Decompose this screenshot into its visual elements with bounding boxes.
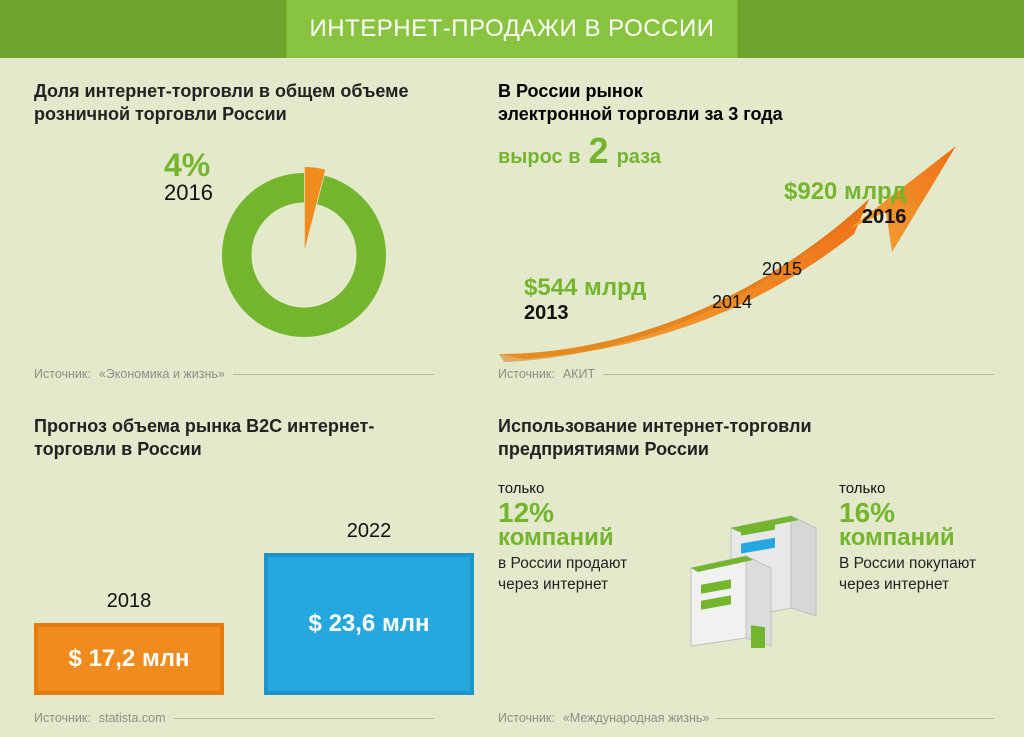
- source-prefix: Источник:: [34, 711, 91, 725]
- mid-year-2014: 2014: [712, 292, 752, 313]
- source-line: Источник: «Международная жизнь»: [498, 711, 994, 725]
- buy-percent: 16%: [839, 499, 994, 527]
- source-text: «Международная жизнь»: [563, 711, 710, 725]
- end-value: $920 млрд 2016: [784, 178, 906, 229]
- bar-box: $ 23,6 млн: [264, 553, 474, 695]
- divider-line: [603, 374, 994, 375]
- bar-2018: 2018 $ 17,2 млн: [34, 590, 224, 695]
- source-text: statista.com: [99, 711, 166, 725]
- growth-lead-2: электронной торговли за 3 года: [498, 103, 994, 126]
- donut-chart: [204, 145, 414, 355]
- panel-title: Доля интернет-торговли в общем объеме ро…: [34, 80, 434, 127]
- bar-year: 2022: [347, 520, 392, 543]
- donut-chart-area: 4% 2016: [34, 137, 434, 357]
- source-prefix: Источник:: [34, 367, 91, 381]
- panel-title: Использование интернет-торговли предприя…: [498, 415, 918, 462]
- source-line: Источник: АКИТ: [498, 367, 994, 381]
- start-year: 2013: [524, 302, 646, 325]
- end-year: 2016: [784, 206, 906, 229]
- source-line: Источник: «Экономика и жизнь»: [34, 367, 434, 381]
- source-prefix: Источник:: [498, 711, 555, 725]
- bar-chart-area: 2018$ 17,2 млн2022$ 23,6 млн: [34, 475, 434, 695]
- start-value-text: $544 млрд: [524, 274, 646, 301]
- usage-row: только 12% компаний в России продают чер…: [498, 480, 994, 648]
- end-value-text: $920 млрд: [784, 178, 906, 205]
- usage-sell-col: только 12% компаний в России продают чер…: [498, 480, 653, 596]
- page-title: ИНТЕРНЕТ-ПРОДАЖИ В РОССИИ: [310, 15, 715, 43]
- sell-desc: в России продают через интернет: [498, 554, 638, 596]
- companies-word: компаний: [839, 525, 994, 550]
- sell-percent: 12%: [498, 499, 653, 527]
- only-label: только: [498, 480, 653, 497]
- bar-box: $ 17,2 млн: [34, 623, 224, 695]
- growth-lead-1: В России рынок: [498, 80, 994, 103]
- mid-year-2015: 2015: [762, 259, 802, 280]
- companies-word: компаний: [498, 525, 653, 550]
- bar-year: 2018: [107, 590, 152, 613]
- only-label: только: [839, 480, 994, 497]
- panel-retail-share: Доля интернет-торговли в общем объеме ро…: [0, 58, 464, 393]
- panel-title: Прогноз объема рынка B2C интернет-торгов…: [34, 415, 394, 462]
- divider-line: [233, 374, 434, 375]
- buy-desc: В России покупают через интернет: [839, 554, 979, 596]
- arrow-area: $544 млрд 2013 $920 млрд 2016 2014 2015: [484, 144, 964, 369]
- bar-2022: 2022 $ 23,6 млн: [264, 520, 474, 695]
- page-header: ИНТЕРНЕТ-ПРОДАЖИ В РОССИИ: [0, 0, 1024, 58]
- source-line: Источник: statista.com: [34, 711, 434, 725]
- usage-buy-col: только 16% компаний В России покупают че…: [839, 480, 994, 596]
- content-grid: Доля интернет-торговли в общем объеме ро…: [0, 58, 1024, 737]
- start-value: $544 млрд 2013: [524, 274, 646, 325]
- building-icon: [671, 498, 821, 648]
- source-text: «Экономика и жизнь»: [99, 367, 225, 381]
- building-cell: [671, 480, 821, 648]
- panel-growth: В России рынок электронной торговли за 3…: [464, 58, 1024, 393]
- panel-usage: Использование интернет-торговли предприя…: [464, 393, 1024, 737]
- source-prefix: Источник:: [498, 367, 555, 381]
- panel-forecast: Прогноз объема рынка B2C интернет-торгов…: [0, 393, 464, 737]
- divider-line: [174, 718, 434, 719]
- divider-line: [717, 718, 994, 719]
- source-text: АКИТ: [563, 367, 595, 381]
- infographic-page: ИНТЕРНЕТ-ПРОДАЖИ В РОССИИ Доля интернет-…: [0, 0, 1024, 737]
